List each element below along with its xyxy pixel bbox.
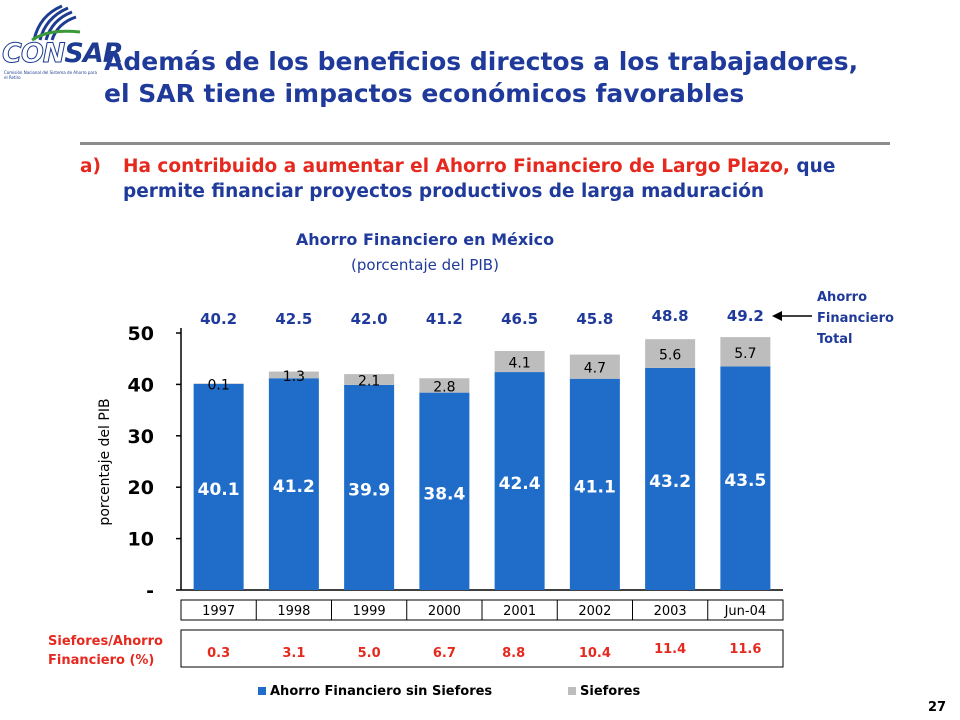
bar-gray [645, 339, 696, 368]
bar-gray-label: 5.7 [734, 346, 756, 362]
bullet-text-blue: que permite financiar proyectos producti… [123, 156, 836, 202]
legend-item-blue: Ahorro Financiero sin Siefores [258, 684, 492, 699]
siefores-ratio-table [180, 629, 784, 668]
y-tick-label: 50 [128, 323, 154, 345]
y-tick-label: 20 [128, 477, 154, 499]
logo-subtitle: Comisión Nacional del Sistema de Ahorro … [4, 70, 97, 80]
y-tick-label: 10 [128, 529, 154, 551]
total-label: 42.0 [351, 310, 388, 328]
bar-gray-label: 0.1 [207, 378, 229, 394]
total-savings-label-line2: Financiero [817, 311, 894, 326]
total-label: 45.8 [576, 310, 613, 328]
x-tick-label: Jun-04 [724, 604, 767, 619]
bar-gray-label: 5.6 [659, 348, 681, 364]
bar-blue [645, 367, 696, 590]
y-tick-label: 40 [128, 374, 154, 396]
page-title: Además de los beneficios directos a los … [104, 46, 924, 110]
siefores-ratio-value: 0.3 [207, 646, 230, 661]
legend-item-gray: Siefores [568, 684, 640, 699]
bar-blue-label: 43.2 [649, 472, 691, 492]
x-tick-label: 1997 [202, 604, 235, 619]
total-label: 46.5 [501, 310, 538, 328]
legend-swatch-gray [568, 687, 576, 695]
consar-logo [31, 4, 81, 42]
bar-blue-label: 38.4 [423, 484, 465, 504]
bar-gray [268, 371, 319, 379]
siefores-ratio-value: 10.4 [579, 646, 611, 661]
x-tick-label: 2000 [428, 604, 461, 619]
bar-blue-label: 39.9 [348, 480, 390, 500]
x-tick-label: 1998 [277, 604, 310, 619]
bar-gray-label: 1.3 [283, 369, 305, 385]
siefores-ratio-value: 3.1 [282, 646, 305, 661]
bar-gray-label: 2.8 [433, 379, 455, 395]
logo-wordmark-con: CON [1, 38, 65, 69]
bullet-text-red: Ha contribuido a aumentar el Ahorro Fina… [123, 156, 790, 177]
page-number: 27 [928, 700, 947, 715]
bar-blue [193, 383, 244, 590]
total-savings-label-line1: Ahorro [817, 290, 868, 305]
siefores-ratio-value: 5.0 [358, 646, 381, 661]
bar-gray-label: 2.1 [358, 374, 380, 390]
bar-gray [344, 374, 395, 385]
y-axis-title: porcentaje del PIB [97, 398, 113, 525]
bar-blue [494, 372, 545, 590]
x-tick-label: 2001 [503, 604, 536, 619]
bar-blue [720, 366, 771, 590]
siefores-ratio-value: 11.6 [729, 642, 761, 657]
total-label: 40.2 [200, 310, 237, 328]
page-title-line1: Además de los beneficios directos a los … [104, 47, 859, 76]
siefores-ratio-value: 6.7 [433, 646, 456, 661]
bar-gray-label: 4.1 [508, 356, 530, 372]
bar-blue-label: 41.2 [273, 477, 315, 497]
bar-blue [419, 392, 470, 590]
logo-wordmark-sar: SAR [64, 38, 123, 69]
bar-blue-label: 42.4 [499, 474, 541, 494]
x-tick-label: 1999 [353, 604, 386, 619]
bar-gray [494, 350, 545, 373]
bar-blue [569, 378, 620, 590]
bullet-text: Ha contribuido a aumentar el Ahorro Fina… [123, 154, 903, 204]
bar-gray [193, 383, 244, 384]
bar-gray [419, 378, 470, 393]
chart-title: Ahorro Financiero en México [295, 230, 555, 249]
bar-gray [720, 337, 771, 367]
legend-label-gray: Siefores [580, 684, 641, 699]
total-savings-label: Ahorro Financiero Total [817, 287, 894, 350]
siefores-ratio-label-line2: Financiero (%) [48, 653, 155, 668]
bar-blue-label: 41.1 [574, 477, 616, 497]
total-label: 41.2 [426, 310, 463, 328]
y-tick-label: - [146, 580, 154, 602]
total-label: 49.2 [727, 307, 764, 325]
bullet-letter: a) [80, 156, 101, 177]
total-label: 48.8 [652, 307, 689, 325]
legend-swatch-blue [258, 687, 266, 695]
bar-blue [268, 378, 319, 590]
total-savings-label-line3: Total [817, 332, 853, 347]
arrow-head [772, 311, 782, 321]
legend-label-blue: Ahorro Financiero sin Siefores [270, 684, 493, 699]
y-tick-label: 30 [128, 426, 154, 448]
bar-blue-label: 43.5 [724, 471, 766, 491]
page-title-line2: el SAR tiene impactos económicos favorab… [104, 79, 745, 108]
bar-blue-label: 40.1 [198, 480, 240, 500]
title-divider [80, 142, 890, 145]
bar-gray [569, 354, 620, 379]
chart-subtitle: (porcentaje del PIB) [351, 256, 499, 274]
x-tick-label: 2003 [654, 604, 687, 619]
total-label: 42.5 [275, 310, 312, 328]
x-tick-label: 2002 [578, 604, 611, 619]
bar-blue [344, 384, 395, 590]
siefores-ratio-label: Siefores/Ahorro Financiero (%) [48, 632, 163, 670]
siefores-ratio-value: 8.8 [502, 646, 525, 661]
bar-gray-label: 4.7 [584, 361, 606, 377]
logo-wordmark: CONSAR [1, 38, 123, 69]
siefores-ratio-label-line1: Siefores/Ahorro [48, 634, 163, 649]
siefores-ratio-value: 11.4 [654, 642, 686, 657]
